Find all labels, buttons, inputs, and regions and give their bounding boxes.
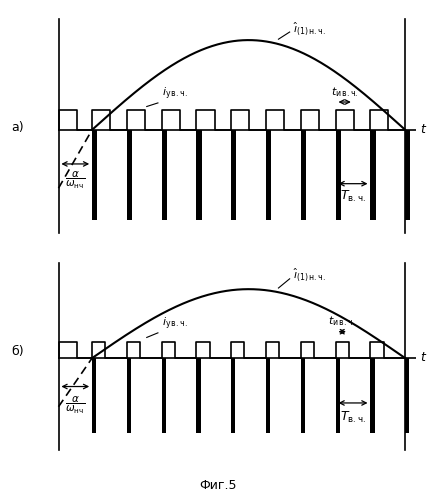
Text: $t$: $t$ [420, 123, 427, 136]
Text: $t_{\rm и\,в.ч.}$: $t_{\rm и\,в.ч.}$ [328, 314, 356, 328]
Text: $t_{\rm и\,в.ч.}$: $t_{\rm и\,в.ч.}$ [331, 85, 358, 99]
Text: $i_{\rm у\,в.ч.}$: $i_{\rm у\,в.ч.}$ [162, 315, 187, 332]
Text: $i_{\rm у\,в.ч.}$: $i_{\rm у\,в.ч.}$ [162, 86, 187, 102]
Text: $T_{\rm в.ч.}$: $T_{\rm в.ч.}$ [340, 410, 366, 425]
Text: б): б) [11, 345, 24, 358]
Text: $T_{\rm в.ч.}$: $T_{\rm в.ч.}$ [340, 189, 366, 204]
Text: $\hat{\imath}_{(1)\,\rm н.ч.}$: $\hat{\imath}_{(1)\,\rm н.ч.}$ [293, 266, 327, 282]
Text: Фиг.5: Фиг.5 [199, 479, 237, 492]
Text: $t$: $t$ [420, 351, 427, 364]
Text: $\hat{\imath}_{(1)\,\rm н.ч.}$: $\hat{\imath}_{(1)\,\rm н.ч.}$ [293, 20, 327, 37]
Text: а): а) [11, 121, 24, 134]
Text: $\dfrac{\alpha}{\omega_{\rm нч}}$: $\dfrac{\alpha}{\omega_{\rm нч}}$ [65, 170, 85, 191]
Text: $\dfrac{\alpha}{\omega_{\rm нч}}$: $\dfrac{\alpha}{\omega_{\rm нч}}$ [65, 395, 85, 416]
